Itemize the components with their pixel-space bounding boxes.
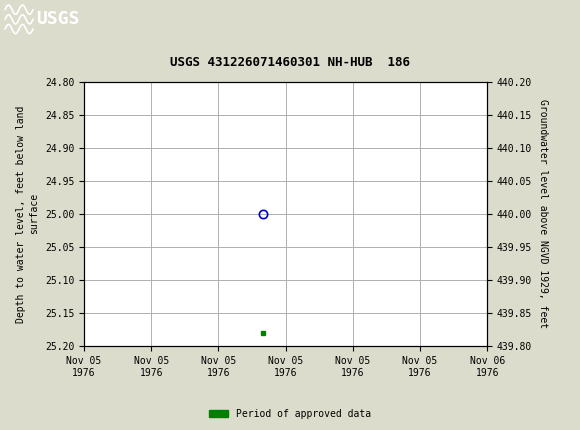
Legend: Period of approved data: Period of approved data [205,405,375,423]
Y-axis label: Depth to water level, feet below land
surface: Depth to water level, feet below land su… [16,105,39,322]
Text: USGS: USGS [36,10,79,28]
Y-axis label: Groundwater level above NGVD 1929, feet: Groundwater level above NGVD 1929, feet [538,99,548,329]
Text: USGS 431226071460301 NH-HUB  186: USGS 431226071460301 NH-HUB 186 [170,56,410,69]
